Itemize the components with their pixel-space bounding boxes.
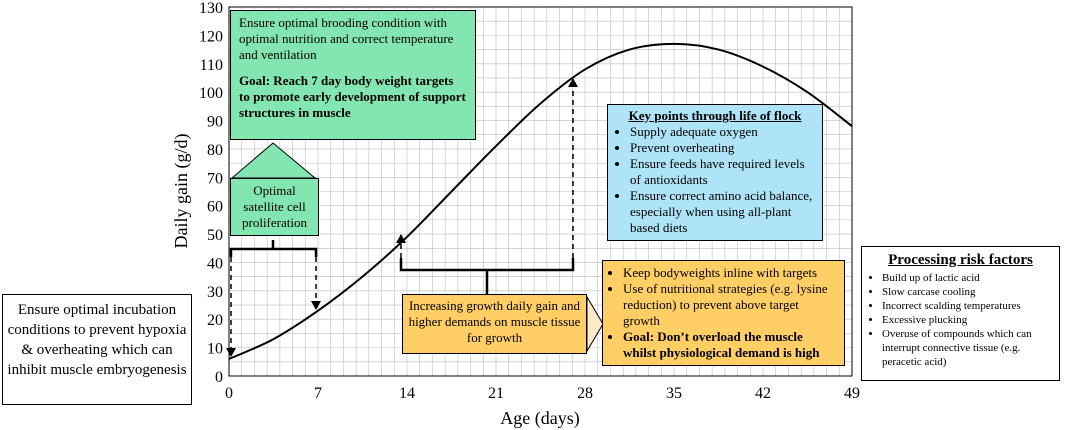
x-tick-label: 28 xyxy=(577,385,593,402)
satellite-text: Optimal satellite cell proliferation xyxy=(242,183,307,230)
risk-item: Overuse of compounds which can interrupt… xyxy=(882,327,1053,369)
x-tick-label: 49 xyxy=(844,385,860,402)
bracket-week1 xyxy=(229,240,318,257)
plot-frame xyxy=(228,6,853,377)
y-tick-label: 100 xyxy=(199,85,223,102)
y-tick-label: 50 xyxy=(207,227,223,244)
risk-factors-box: Processing risk factors Build up of lact… xyxy=(861,246,1060,381)
x-tick-label: 7 xyxy=(314,385,322,402)
y-tick-label: 110 xyxy=(200,57,223,74)
y-tick-label: 130 xyxy=(199,0,223,17)
risk-factors-title: Processing risk factors xyxy=(888,252,1033,268)
yellow-pointer xyxy=(586,295,604,353)
y-tick-label: 20 xyxy=(207,312,223,329)
key-point-item: Supply adequate oxygen xyxy=(630,124,814,140)
x-tick-label: 0 xyxy=(225,385,233,402)
y-tick-label: 120 xyxy=(199,28,223,45)
brooding-box: Ensure optimal brooding condition with o… xyxy=(230,10,476,140)
growth-point-item: Use of nutritional strategies (e.g. lysi… xyxy=(623,281,838,329)
brooding-text: Ensure optimal brooding condition with o… xyxy=(239,15,454,62)
bracket-growth xyxy=(399,258,575,294)
y-tick-label: 60 xyxy=(207,199,223,216)
key-point-item: Ensure feeds have required levels of ant… xyxy=(630,156,814,188)
y-tick-label: 80 xyxy=(207,142,223,159)
y-tick-label: 0 xyxy=(215,369,223,386)
key-point-item: Prevent overheating xyxy=(630,140,814,156)
y-axis-label: Daily gain (g/d) xyxy=(171,134,192,249)
brooding-goal: Goal: Reach 7 day body weight targets to… xyxy=(239,73,466,120)
satellite-box: Optimal satellite cell proliferation xyxy=(230,178,319,236)
green-triangle xyxy=(230,142,317,179)
y-tick-label: 40 xyxy=(207,255,223,272)
x-tick-label: 35 xyxy=(666,385,682,402)
y-tick-label: 30 xyxy=(207,284,223,301)
y-tick-label: 10 xyxy=(207,341,223,358)
growth-curve xyxy=(228,42,853,360)
key-points-title: Key points through life of flock xyxy=(628,108,802,123)
risk-item: Excessive plucking xyxy=(882,313,1053,327)
y-tick-label: 90 xyxy=(207,114,223,131)
growth-text: Increasing growth daily gain and higher … xyxy=(408,298,581,345)
incubation-text: Ensure optimal incubation conditions to … xyxy=(7,302,187,378)
key-point-item: Ensure correct amino acid balance, espec… xyxy=(630,188,814,236)
growth-goal: Goal: Don’t overload the muscle whilst p… xyxy=(623,329,838,361)
dashed-arrows xyxy=(226,78,578,357)
risk-item: Slow carcase cooling xyxy=(882,285,1053,299)
growth-box: Increasing growth daily gain and higher … xyxy=(402,294,587,354)
axis-ticks: 0 7 14 21 28 35 42 49 0 10 20 30 40 50 60 70 80 90 100 110 1… xyxy=(199,0,860,402)
risk-item: Incorrect scalding temperatures xyxy=(882,299,1053,313)
growth-points-box: Keep bodyweights inline with targets Use… xyxy=(602,260,845,366)
x-tick-label: 21 xyxy=(488,385,504,402)
y-tick-label: 70 xyxy=(207,170,223,187)
growth-point-item: Keep bodyweights inline with targets xyxy=(623,265,838,281)
x-tick-label: 42 xyxy=(755,385,771,402)
key-points-box: Key points through life of flock Supply … xyxy=(607,104,823,241)
x-tick-label: 14 xyxy=(399,385,415,402)
incubation-box: Ensure optimal incubation conditions to … xyxy=(2,294,192,405)
x-axis-label: Age (days) xyxy=(500,408,579,429)
risk-item: Build up of lactic acid xyxy=(882,271,1053,285)
